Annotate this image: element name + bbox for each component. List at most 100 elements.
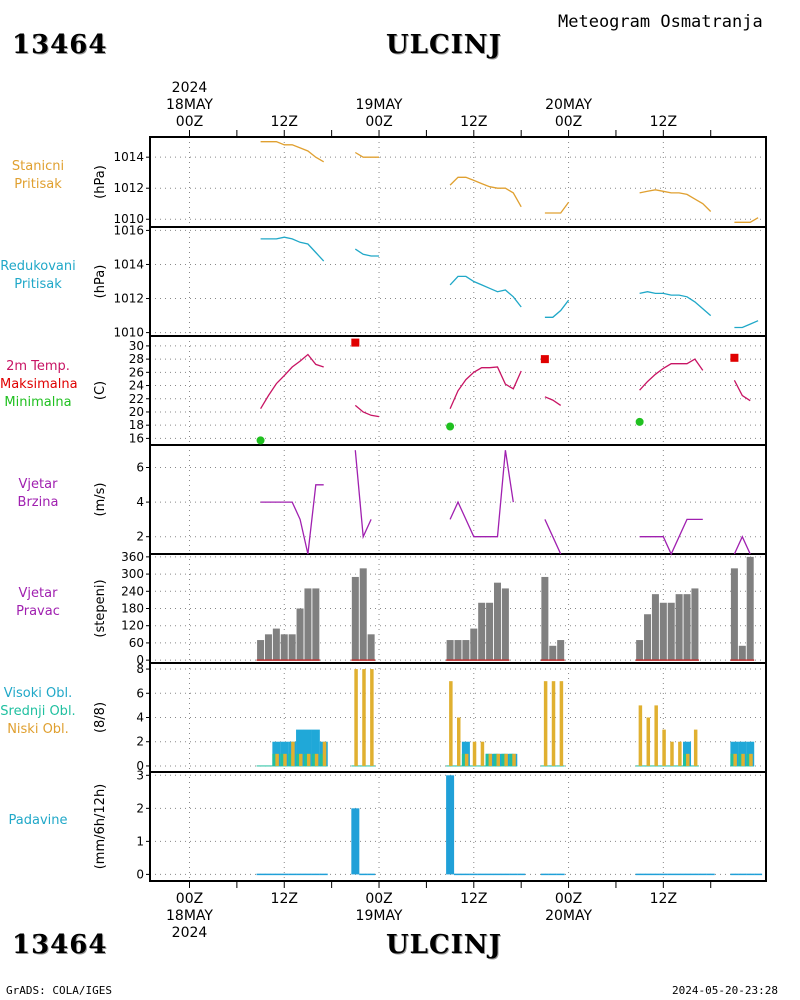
x-label-bottom: 20MAY [545, 908, 592, 924]
panel-label: Stanicni [11, 159, 65, 174]
panel-label: Vjetar [18, 585, 58, 601]
pressure-line [354, 151, 379, 158]
x-label-top: 12Z [650, 114, 677, 130]
temp-line [449, 366, 522, 409]
panel-label: Brzina [17, 494, 59, 510]
cloud-low-bar [654, 705, 658, 766]
cloud-low-bar [449, 681, 453, 766]
cloud-low-bar [749, 753, 753, 766]
cloud-mid-bar [485, 753, 490, 766]
x-label-top: 20MAY [545, 97, 592, 113]
y-tick-label: 240 [121, 584, 144, 598]
x-label-top: 19MAY [356, 97, 403, 113]
panel-frame [149, 771, 767, 882]
wind-dir-bar [359, 568, 367, 661]
pressure-line [260, 141, 325, 163]
panel-pres: 1010 1012 1014 (hPa) [93, 136, 767, 228]
x-label-bottom: 12Z [650, 891, 677, 907]
panel-label: Niski Obl. [7, 721, 69, 737]
cloud-low-bar [638, 705, 643, 766]
cloud-low-bar [306, 753, 311, 766]
wind-dir-bar [636, 640, 644, 661]
cloud-low-bar [670, 741, 674, 766]
wind-dir-bar [730, 568, 738, 661]
x-label-bottom: 00Z [555, 891, 582, 907]
footer-timestamp: 2024-05-20-23:28 [672, 984, 778, 997]
cloud-low-bar [275, 753, 279, 766]
cloud-mid-bar [509, 753, 514, 766]
temp-min-marker [256, 436, 265, 445]
cloud-low-bar [543, 681, 548, 766]
wind-speed-line [639, 518, 703, 556]
wind-dir-bar [691, 588, 699, 661]
cloud-low-bar [291, 741, 295, 766]
cloud-mid-bar [288, 753, 293, 766]
y-tick-label: 0 [136, 759, 144, 773]
y-tick-label: 360 [121, 550, 144, 564]
y-tick-label: 18 [129, 418, 144, 432]
wind-dir-bar [493, 582, 501, 661]
x-label-top: 00Z [176, 114, 203, 130]
y-tick-label: 26 [129, 365, 144, 379]
x-label-bottom: 12Z [460, 891, 487, 907]
wind-dir-bar [304, 588, 312, 661]
y-tick-label: 30 [129, 339, 144, 353]
cloud-high-bar [311, 729, 320, 766]
x-label-top: 2024 [172, 80, 208, 96]
cloud-mid-bar [746, 753, 751, 766]
wind-speed-line [733, 535, 751, 555]
precip-bar [351, 808, 360, 875]
cloud-low-bar [299, 753, 303, 766]
y-tick-label: 28 [129, 352, 144, 366]
y-tick-label: 0 [136, 653, 144, 667]
cloud-mid-bar [303, 753, 308, 766]
x-label-top: 00Z [365, 114, 392, 130]
wind-dir-bar [296, 608, 304, 661]
x-label-top: 18MAY [166, 97, 213, 113]
y-tick-label: 20 [129, 405, 144, 419]
cloud-mid-bar [738, 753, 743, 766]
y-tick-label: 2 [136, 801, 144, 815]
y-tick-label: 180 [121, 602, 144, 616]
temp-max-marker [730, 353, 739, 362]
panel-label: Srednji Obl. [0, 703, 76, 719]
cloud-mid-bar [319, 753, 324, 766]
cloud-high-bar [303, 729, 312, 766]
wind-dir-bar [644, 614, 652, 661]
x-label-top: 12Z [271, 114, 298, 130]
cloud-low-bar [322, 741, 327, 766]
cloud-low-bar [504, 753, 508, 766]
cloud-low-bar [686, 753, 690, 766]
cloud-low-bar [662, 729, 666, 766]
y-tick-label: 300 [121, 567, 144, 581]
cloud-low-bar [741, 753, 745, 766]
cloud-low-bar [488, 753, 493, 766]
y-axis-unit: (C) [93, 381, 108, 400]
panel-label: Pravac [16, 603, 60, 619]
y-axis-unit: (8/8) [93, 702, 108, 733]
x-label-top: 12Z [460, 114, 487, 130]
wind-dir-bar [675, 594, 683, 661]
meteogram-subtitle: Meteogram Osmatranja [558, 12, 763, 32]
y-tick-label: 2 [136, 735, 144, 749]
wind-dir-bar [746, 556, 754, 661]
wind-dir-bar [501, 588, 509, 661]
wind-dir-bar [462, 640, 470, 661]
panel-precip: 0 1 2 3 (mm/6h/12h) [93, 768, 767, 882]
cloud-low-bar [559, 681, 564, 766]
slp-line [354, 248, 379, 257]
temp-line [260, 353, 324, 410]
panel-label: Maksimalna [0, 376, 78, 392]
panel-label: Pritisak [14, 177, 62, 192]
y-tick-label: 16 [129, 431, 144, 445]
y-tick-label: 4 [136, 495, 144, 509]
y-tick-label: 120 [121, 619, 144, 633]
y-tick-label: 6 [136, 686, 144, 700]
station-id: 13464 [12, 30, 108, 60]
wind-speed-line [449, 450, 514, 538]
cloud-low-bar [354, 669, 358, 766]
temp-line [733, 380, 751, 402]
y-axis-unit: (hPa) [93, 165, 108, 199]
